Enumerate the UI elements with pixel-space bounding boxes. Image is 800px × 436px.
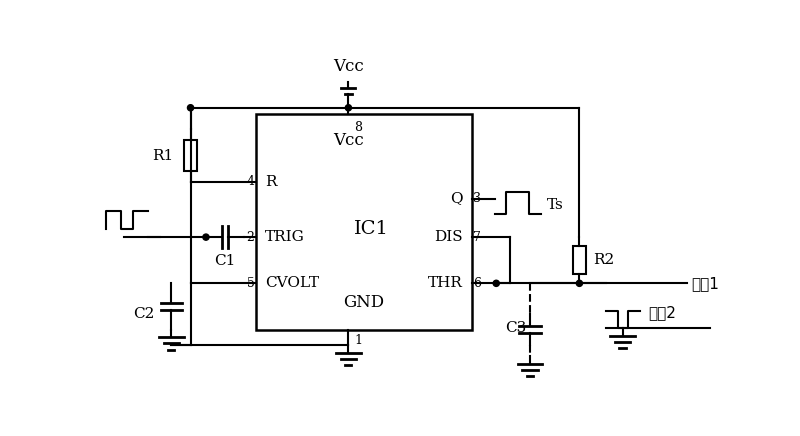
Text: TRIG: TRIG — [266, 230, 305, 244]
Text: 6: 6 — [473, 277, 481, 290]
Text: Vcc: Vcc — [333, 133, 364, 150]
Text: R2: R2 — [594, 253, 614, 267]
Circle shape — [576, 280, 582, 286]
Text: 5: 5 — [246, 277, 254, 290]
Text: Ts: Ts — [547, 198, 564, 212]
Circle shape — [346, 105, 351, 111]
Text: CVOLT: CVOLT — [266, 276, 319, 290]
Text: 1: 1 — [354, 334, 362, 347]
Circle shape — [187, 105, 194, 111]
Text: DIS: DIS — [434, 230, 462, 244]
Bar — [256, 114, 472, 330]
Text: 8: 8 — [354, 121, 362, 134]
Bar — [184, 140, 197, 171]
Text: C1: C1 — [214, 254, 236, 268]
Text: Vcc: Vcc — [333, 58, 364, 75]
Text: 外线2: 外线2 — [648, 305, 676, 320]
Text: 4: 4 — [246, 175, 254, 188]
Text: 外线1: 外线1 — [691, 276, 719, 291]
Text: Q: Q — [450, 191, 462, 206]
Text: 7: 7 — [473, 231, 481, 244]
Text: C2: C2 — [133, 307, 154, 321]
Text: C3: C3 — [505, 321, 526, 335]
Circle shape — [493, 280, 499, 286]
Text: IC1: IC1 — [354, 221, 389, 238]
Text: 2: 2 — [246, 231, 254, 244]
Text: THR: THR — [427, 276, 462, 290]
Text: R: R — [266, 175, 277, 189]
Circle shape — [203, 234, 209, 240]
Text: R1: R1 — [152, 149, 174, 163]
Text: GND: GND — [343, 294, 384, 311]
Bar — [574, 246, 586, 274]
Text: 3: 3 — [473, 192, 481, 205]
